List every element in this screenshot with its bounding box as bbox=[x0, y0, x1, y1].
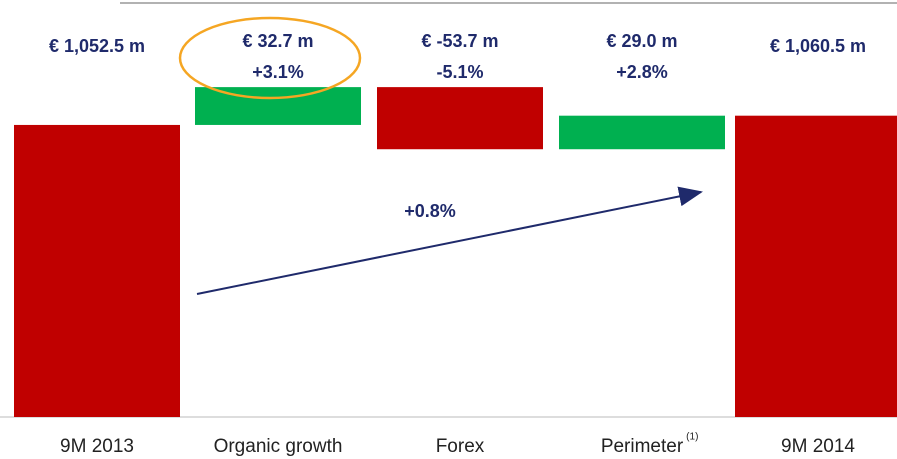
value-label: € 32.7 m bbox=[242, 31, 313, 51]
change-label: +2.8% bbox=[616, 62, 668, 82]
x-tick-label: Forex bbox=[436, 436, 485, 457]
bar bbox=[14, 124, 180, 418]
footnote: (1) bbox=[686, 432, 698, 443]
value-label: € -53.7 m bbox=[421, 31, 498, 51]
highlight-ring bbox=[178, 16, 362, 100]
value-label: € 29.0 m bbox=[606, 31, 677, 51]
bar bbox=[377, 87, 543, 150]
bar bbox=[559, 115, 725, 150]
bar bbox=[195, 87, 361, 125]
change-label: +3.1% bbox=[252, 62, 304, 82]
x-tick-label: Perimeter bbox=[601, 436, 684, 457]
value-label: € 1,060.5 m bbox=[770, 36, 866, 56]
x-tick-label: 9M 2014 bbox=[781, 436, 855, 457]
value-label: € 1,052.5 m bbox=[49, 36, 145, 56]
trend-arrow bbox=[196, 186, 703, 295]
bar bbox=[735, 115, 897, 418]
annotation: +0.8% bbox=[404, 201, 456, 221]
x-tick-label: 9M 2013 bbox=[60, 436, 134, 457]
x-tick-label: Organic growth bbox=[214, 436, 343, 457]
change-label: -5.1% bbox=[436, 62, 483, 82]
